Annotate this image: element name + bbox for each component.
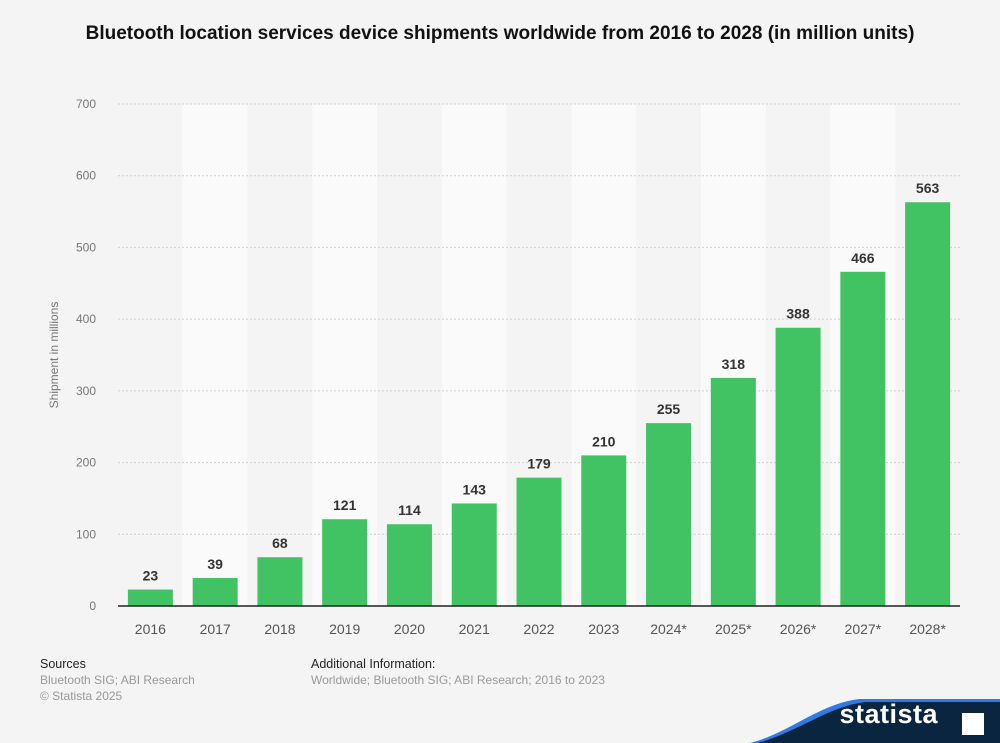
bar-2017: [192, 578, 238, 606]
data-label: 466: [851, 250, 875, 266]
y-tick-label: 400: [76, 312, 96, 326]
sources-label: Sources: [40, 657, 86, 671]
bar-2019: [322, 519, 368, 606]
y-tick-label: 100: [76, 527, 96, 541]
data-label: 255: [657, 401, 681, 417]
data-label: 121: [333, 497, 357, 513]
y-tick-label: 500: [76, 240, 96, 254]
x-tick-label: 2022: [523, 621, 554, 637]
x-tick-label: 2020: [394, 621, 425, 637]
column-stripe: [182, 104, 248, 606]
bar-chart: 0 100 200 300 400 500 600 700 Shipment in millio…: [47, 97, 960, 637]
data-label: 210: [592, 433, 616, 449]
y-tick-label: 700: [76, 97, 96, 111]
x-tick-label: 2026*: [780, 621, 817, 637]
additional-info-block: Additional Information: Worldwide; Bluet…: [311, 656, 605, 688]
sources-block: Sources Bluetooth SIG; ABI Research © St…: [40, 656, 195, 704]
x-tick-label: 2018: [264, 621, 295, 637]
bar-2024*: [646, 423, 692, 606]
bar-2022: [516, 477, 562, 606]
data-label: 143: [463, 481, 487, 497]
additional-info-text: Worldwide; Bluetooth SIG; ABI Research; …: [311, 673, 605, 687]
x-tick-label: 2021: [459, 621, 490, 637]
data-label: 39: [207, 556, 223, 572]
data-label: 23: [143, 568, 159, 584]
y-tick-label: 300: [76, 384, 96, 398]
data-label: 563: [916, 180, 940, 196]
y-axis-label: Shipment in millions: [47, 302, 61, 409]
x-tick-label: 2027*: [845, 621, 882, 637]
bar-2026*: [775, 327, 821, 606]
statista-logo[interactable]: statista: [839, 699, 938, 729]
statista-logo-shape: [750, 699, 1000, 743]
bar-2020: [386, 524, 432, 606]
x-tick-label: 2016: [135, 621, 166, 637]
x-tick-label: 2028*: [909, 621, 946, 637]
bar-2028*: [905, 202, 951, 606]
chart-title: Bluetooth location services device shipm…: [85, 23, 915, 44]
copyright: © Statista 2025: [40, 689, 123, 703]
bar-2023: [581, 455, 627, 606]
data-label: 318: [722, 356, 746, 372]
sources-text: Bluetooth SIG; ABI Research: [40, 673, 195, 687]
x-tick-label: 2019: [329, 621, 360, 637]
data-label: 388: [786, 306, 810, 322]
x-tick-label: 2023: [588, 621, 619, 637]
bar-2021: [451, 503, 497, 606]
x-tick-label: 2025*: [715, 621, 752, 637]
y-tick-label: 200: [76, 456, 96, 470]
data-label: 179: [527, 456, 551, 472]
bar-2027*: [840, 271, 886, 606]
data-label: 68: [272, 535, 288, 551]
additional-info-label: Additional Information:: [311, 657, 436, 671]
y-tick-label: 600: [76, 169, 96, 183]
bar-2025*: [710, 377, 756, 606]
data-label: 114: [398, 502, 421, 518]
y-tick-label: 0: [89, 599, 96, 613]
x-tick-label: 2024*: [650, 621, 687, 637]
bar-2016: [127, 589, 173, 606]
x-tick-label: 2017: [200, 621, 231, 637]
bar-2018: [257, 557, 303, 606]
